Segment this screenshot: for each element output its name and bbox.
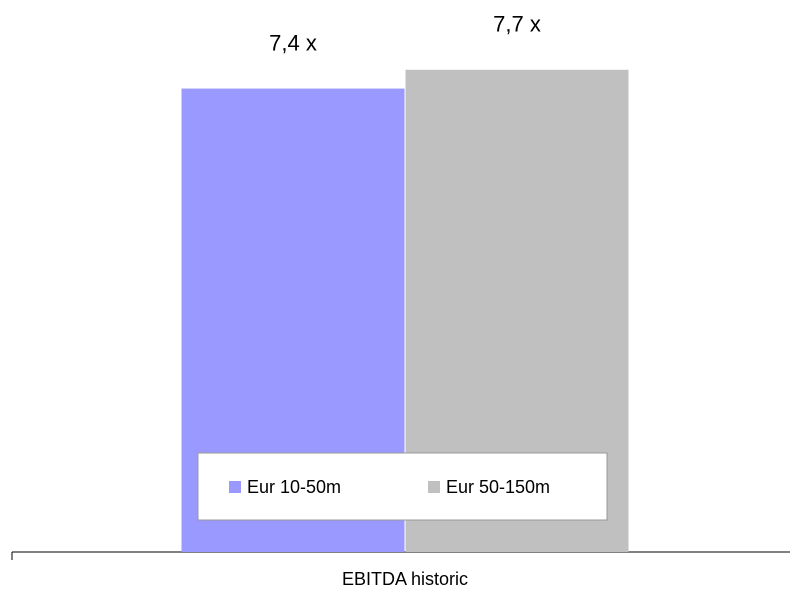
legend-swatch	[428, 481, 440, 493]
legend-label: Eur 10-50m	[247, 477, 341, 497]
data-label: 7,7 x	[493, 12, 541, 37]
legend-swatch	[229, 481, 241, 493]
legend-label: Eur 50-150m	[446, 477, 550, 497]
x-tick-label: EBITDA historic	[342, 569, 468, 589]
data-label: 7,4 x	[269, 30, 317, 55]
legend-box	[197, 452, 608, 521]
